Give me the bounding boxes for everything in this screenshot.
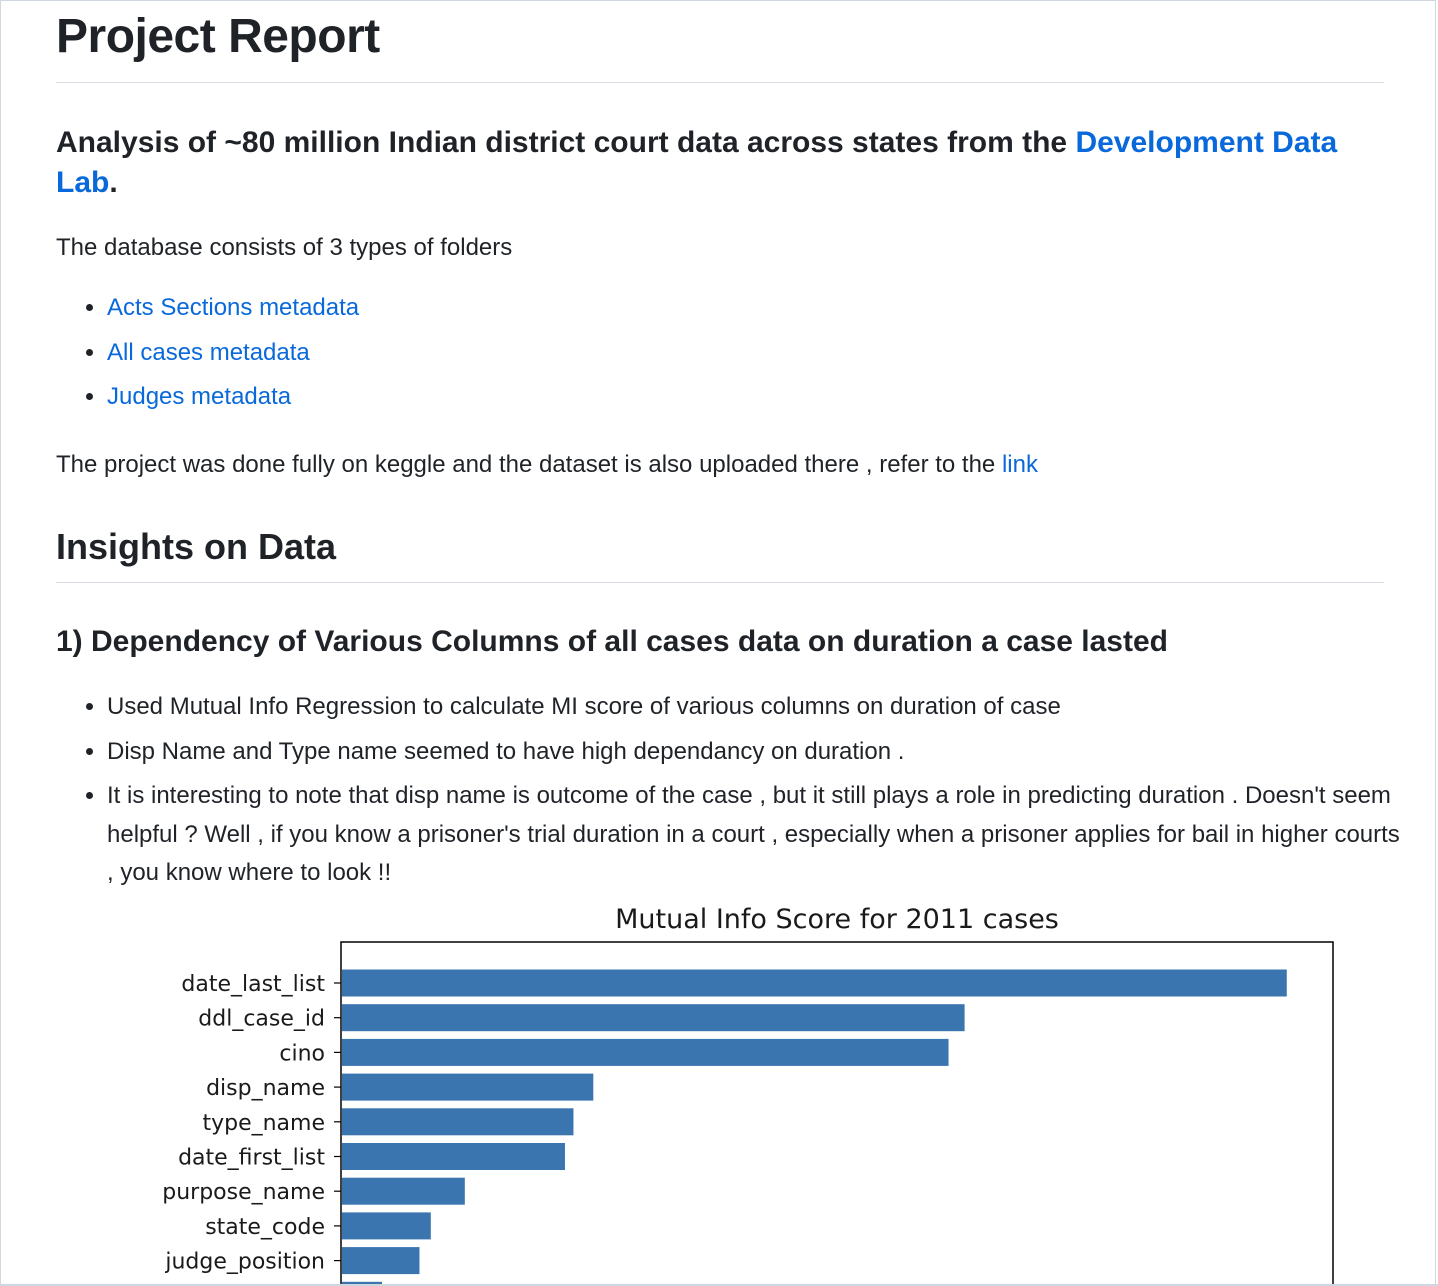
- bottom-border: [0, 1284, 1438, 1286]
- list-item: Judges metadata: [107, 381, 359, 426]
- folder-list: Acts Sections metadata All cases metadat…: [56, 292, 359, 426]
- bar-date_last_list: [342, 969, 1287, 997]
- y-tick-label: disp_name: [206, 1076, 325, 1101]
- bar-ddl_case_id: [342, 1004, 965, 1032]
- section1-bullets: Used Mutual Info Regression to calculate…: [56, 688, 1407, 899]
- section1-heading: 1) Dependency of Various Columns of all …: [56, 625, 1168, 658]
- y-tick-label: ddl_case_id: [198, 1007, 325, 1032]
- list-item: Acts Sections metadata: [107, 292, 359, 337]
- list-item: Used Mutual Info Regression to calculate…: [107, 688, 1407, 727]
- y-tick-label: judge_position: [164, 1250, 325, 1275]
- bar-date_first_list: [342, 1143, 565, 1170]
- all-cases-link[interactable]: All cases metadata: [107, 338, 310, 366]
- y-tick-label: state_code: [205, 1215, 325, 1240]
- bar-type_name: [342, 1108, 574, 1136]
- readme-content: Project Report Analysis of ~80 million I…: [56, 0, 1400, 886]
- bar-cino: [342, 1038, 949, 1066]
- kaggle-link[interactable]: link: [1001, 451, 1038, 478]
- list-item: All cases metadata: [107, 337, 359, 382]
- bar-purpose_name: [342, 1177, 465, 1205]
- bar-disp_name: [342, 1073, 594, 1101]
- acts-sections-link[interactable]: Acts Sections metadata: [107, 294, 360, 321]
- judges-link[interactable]: Judges metadata: [107, 383, 292, 410]
- y-tick-label: date_first_list: [178, 1146, 325, 1171]
- lead-text: Analysis of ~80 million Indian district …: [56, 126, 1076, 159]
- development-data-lab-link[interactable]: Development Data Lab: [56, 126, 1338, 199]
- chart-title: Mutual Info Score for 2011 cases: [615, 904, 1059, 935]
- y-tick-label: type_name: [202, 1111, 325, 1136]
- project-note-text: The project was done fully on keggle and…: [56, 451, 1002, 478]
- list-item: Disp Name and Type name seemed to have h…: [107, 733, 1407, 772]
- bar-judge_position: [342, 1247, 420, 1275]
- page-title: Project Report: [56, 0, 1384, 83]
- list-item: It is interesting to note that disp name…: [107, 777, 1407, 893]
- intro-text: The database consists of 3 types of fold…: [56, 234, 513, 261]
- y-tick-label: date_last_list: [181, 972, 325, 997]
- bar-state_code: [342, 1212, 431, 1240]
- lead-heading: Analysis of ~80 million Indian district …: [56, 123, 1356, 203]
- lead-suffix: .: [109, 166, 118, 199]
- insights-heading: Insights on Data: [56, 524, 1384, 583]
- bar-cut-off: [342, 1281, 382, 1286]
- y-tick-label: purpose_name: [162, 1180, 325, 1205]
- project-note: The project was done fully on keggle and…: [56, 449, 1038, 481]
- chart-axes-frame: [340, 941, 1334, 1286]
- y-tick-label: cino: [279, 1041, 325, 1066]
